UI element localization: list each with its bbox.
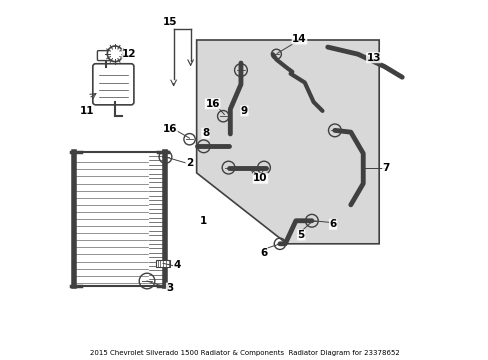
Bar xyxy=(74,152,164,286)
Text: 5: 5 xyxy=(297,230,304,240)
Bar xyxy=(156,260,170,267)
Text: 6: 6 xyxy=(260,248,267,258)
Text: 6: 6 xyxy=(329,219,336,229)
Text: 14: 14 xyxy=(291,34,306,44)
FancyBboxPatch shape xyxy=(97,51,115,60)
Text: 8: 8 xyxy=(202,128,209,138)
Text: 2: 2 xyxy=(185,158,193,168)
Text: 10: 10 xyxy=(253,173,267,183)
Text: 4: 4 xyxy=(173,260,181,270)
Text: 11: 11 xyxy=(80,106,94,116)
Polygon shape xyxy=(196,40,378,244)
Text: 13: 13 xyxy=(366,53,380,63)
Text: 15: 15 xyxy=(163,17,177,27)
Text: 12: 12 xyxy=(122,49,136,59)
Text: 9: 9 xyxy=(241,106,247,116)
Text: 7: 7 xyxy=(382,163,389,172)
Circle shape xyxy=(107,46,122,62)
Text: 3: 3 xyxy=(166,283,173,293)
Text: 16: 16 xyxy=(163,123,177,134)
Text: 1: 1 xyxy=(200,216,207,226)
FancyBboxPatch shape xyxy=(93,64,134,105)
Text: 2015 Chevrolet Silverado 1500 Radiator & Components  Radiator Diagram for 233786: 2015 Chevrolet Silverado 1500 Radiator &… xyxy=(89,350,399,356)
Text: 16: 16 xyxy=(205,99,220,109)
